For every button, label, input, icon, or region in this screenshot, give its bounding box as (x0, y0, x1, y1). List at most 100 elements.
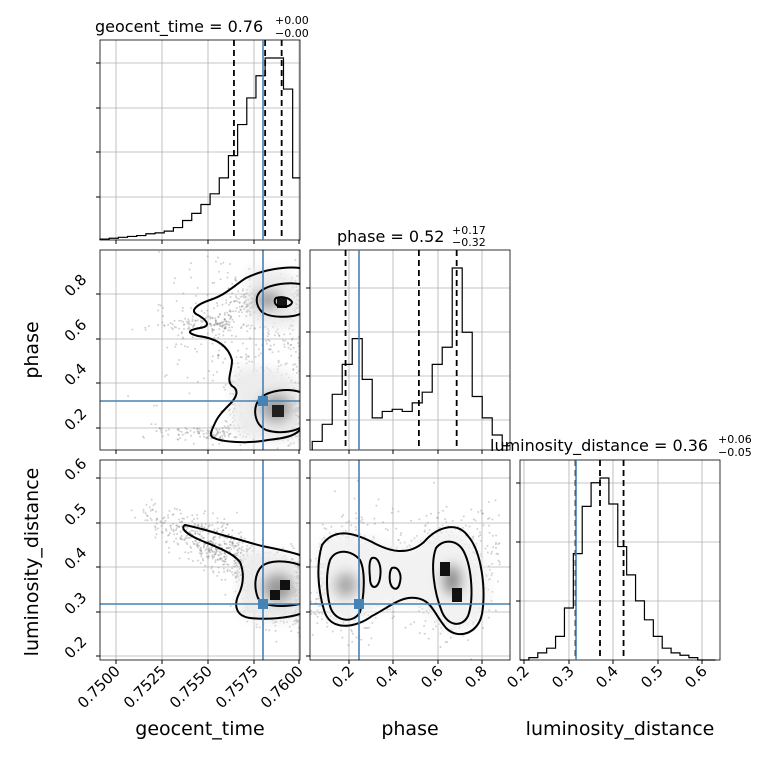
sample-point (307, 394, 309, 396)
sample-point (160, 429, 162, 432)
sample-point (194, 539, 197, 542)
xtick-label: 0.4 (592, 662, 622, 692)
sample-point (222, 334, 225, 337)
sample-point (221, 320, 224, 323)
sample-point (211, 360, 214, 363)
xtick-labels-phase: 0.2 0.4 0.6 0.8 (328, 662, 491, 692)
sample-point (240, 548, 243, 551)
sample-point (288, 625, 291, 628)
sample-point (216, 574, 219, 577)
sample-point (213, 324, 216, 327)
sample-point (479, 534, 482, 536)
sample-point (215, 551, 218, 554)
sample-point (240, 537, 243, 539)
sample-point (242, 296, 245, 299)
sample-point (191, 320, 194, 322)
sample-point (226, 523, 229, 526)
sample-point (217, 336, 220, 339)
sample-point (257, 354, 260, 357)
sample-point (248, 546, 251, 549)
sample-point (354, 526, 357, 528)
sample-point (220, 578, 223, 581)
sample-point (242, 323, 245, 326)
sample-point (310, 560, 313, 563)
sample-point (204, 549, 207, 552)
sample-point (225, 420, 228, 423)
sample-point (223, 327, 226, 330)
sample-point (210, 548, 213, 550)
sample-point (180, 331, 183, 334)
sample-point (199, 319, 202, 322)
sample-point (218, 328, 221, 331)
sample-point (155, 404, 158, 407)
sample-point (224, 560, 227, 563)
sample-point (227, 329, 230, 332)
sample-point (199, 546, 202, 549)
sample-point (229, 263, 232, 265)
sample-point (451, 519, 454, 522)
sample-point (167, 516, 170, 519)
sample-point (294, 350, 297, 353)
sample-point (144, 512, 147, 515)
sample-point (179, 530, 182, 533)
sample-point (186, 516, 189, 518)
sample-point (178, 319, 181, 322)
sample-point (287, 444, 290, 447)
sample-point (211, 550, 214, 552)
sample-point (211, 355, 214, 358)
sample-point (350, 630, 353, 633)
sample-point (297, 619, 300, 622)
sample-point (231, 411, 234, 414)
sample-point (142, 511, 145, 513)
sample-point (297, 356, 300, 359)
sample-point (223, 327, 226, 330)
sample-point (198, 549, 201, 552)
sample-point (232, 565, 235, 568)
sample-point (218, 322, 221, 324)
sample-point (474, 519, 477, 522)
sample-point (245, 356, 248, 359)
sample-point (241, 305, 244, 308)
sample-point (181, 307, 184, 309)
sample-point (183, 538, 186, 541)
frame-phase-hist (309, 249, 511, 451)
sample-point (211, 542, 214, 545)
sample-point (206, 315, 209, 318)
sample-point (236, 554, 239, 557)
sample-point (292, 442, 295, 445)
sample-point (218, 313, 221, 316)
sample-point (180, 521, 183, 524)
sample-point (497, 553, 499, 555)
sample-point (223, 432, 226, 435)
sample-point (265, 340, 267, 342)
sample-point (237, 544, 240, 547)
sample-point (291, 545, 294, 548)
sample-point (208, 434, 211, 437)
sample-point (237, 290, 240, 293)
sample-point (281, 547, 284, 550)
sample-point (215, 548, 218, 551)
sample-point (308, 304, 310, 306)
sample-point (268, 339, 271, 342)
sample-point (194, 530, 197, 533)
sample-point (321, 523, 324, 526)
sample-point (184, 426, 187, 429)
sample-point (404, 626, 407, 629)
sample-point (382, 521, 385, 524)
sample-point (215, 550, 218, 553)
sample-point (497, 559, 500, 562)
sample-point (250, 324, 253, 327)
sample-point (154, 526, 157, 529)
sample-point (212, 571, 215, 574)
ytick-labels-distance: 0.2 0.3 0.4 0.5 0.6 (61, 455, 91, 663)
sample-point (220, 521, 223, 524)
sample-point (255, 623, 258, 626)
sample-point (241, 342, 244, 345)
sample-point (202, 512, 205, 515)
sample-point (244, 306, 247, 309)
sample-point (228, 310, 231, 313)
sample-point (146, 519, 149, 522)
sample-point (487, 518, 489, 520)
sample-point (470, 658, 473, 660)
sample-point (366, 523, 369, 526)
